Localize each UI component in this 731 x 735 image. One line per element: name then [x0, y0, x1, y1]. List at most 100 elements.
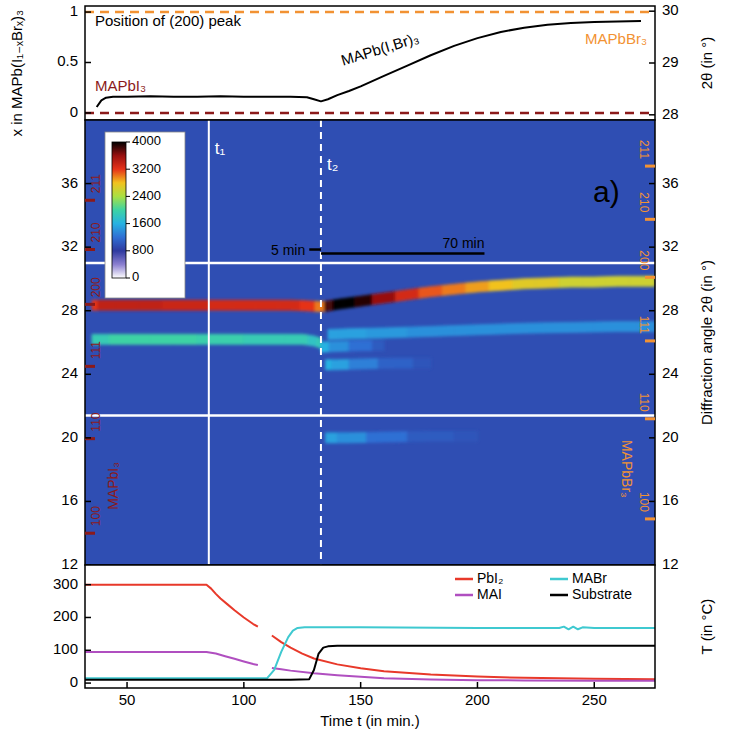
legend-label: Substrate [572, 586, 632, 602]
band-cell [454, 324, 501, 336]
reflection-label: 210 [89, 222, 103, 242]
band-cell [454, 431, 477, 441]
heatmap-area [85, 120, 655, 565]
duration-bar [321, 252, 485, 255]
band-cell [328, 329, 339, 339]
tick-label: 16 [662, 491, 679, 508]
colorbar-label: 0 [132, 269, 139, 284]
band-cell [367, 432, 408, 443]
tick [649, 246, 655, 248]
band-cell [232, 300, 255, 310]
reference-line [85, 112, 655, 115]
tick-label: 100 [53, 640, 78, 657]
band-cell [349, 359, 378, 370]
colorbar-box [105, 132, 185, 298]
reflection-label: 110 [89, 412, 103, 431]
reflection-label: 110 [637, 393, 651, 412]
tick-label: 32 [662, 237, 679, 254]
band-cell [326, 360, 332, 370]
tick [85, 501, 91, 503]
legend-swatch [550, 594, 568, 597]
tick [649, 501, 655, 503]
tick-label: 32 [61, 237, 78, 254]
plot-marks [85, 12, 655, 113]
band-cell [367, 327, 408, 338]
band-cell [442, 283, 465, 295]
band-cell [315, 301, 324, 311]
data-line [85, 627, 655, 679]
tick [649, 374, 655, 376]
reference-label: MAPbBr₃ [585, 30, 647, 47]
band-cell [139, 300, 162, 310]
band-cell [466, 281, 489, 293]
band-cell [331, 359, 349, 369]
annotation: 5 min [271, 242, 305, 258]
reflection-tick [645, 218, 655, 221]
tick-label: 0.5 [57, 52, 78, 69]
reflection-label: 200 [637, 250, 651, 270]
tick-label: 16 [61, 491, 78, 508]
reflection-label: 211 [89, 174, 103, 193]
legend-swatch [455, 578, 473, 581]
tick [85, 310, 91, 312]
plot-background [85, 6, 655, 120]
tick-label: 28 [662, 301, 679, 318]
band-cell [329, 341, 349, 352]
band-cell [162, 300, 185, 310]
tick-label: 36 [61, 174, 78, 191]
tick-label: 28 [61, 301, 78, 318]
colorbar-label: 4000 [132, 133, 161, 148]
tick [126, 682, 128, 688]
reflection-tick [85, 199, 95, 202]
band-cell [489, 279, 512, 291]
band-cell [321, 342, 329, 352]
reflection-label: 111 [89, 341, 103, 360]
band-cell [355, 295, 373, 307]
band-cell [324, 300, 332, 311]
band-cell [407, 431, 454, 441]
tick-label: 250 [582, 691, 607, 708]
band-cell [378, 358, 413, 368]
reflection-label: 210 [637, 192, 651, 212]
heatmap-background [85, 120, 655, 565]
curve-label: MAPb(I,Br)₃ [339, 29, 421, 69]
marker-label: t₁ [215, 139, 226, 158]
band-cell [337, 432, 366, 442]
reflection-tick [85, 437, 95, 440]
tick-label: 29 [662, 53, 679, 70]
tick [85, 246, 91, 248]
reflection-tick [85, 303, 95, 306]
tick [85, 112, 91, 114]
tick [85, 11, 91, 13]
band-cell [197, 334, 244, 344]
legend-swatch [550, 578, 568, 581]
legend-swatch [455, 594, 473, 597]
band-cell [372, 341, 384, 351]
tick [649, 183, 655, 185]
colorbar-label: 3200 [132, 161, 161, 176]
reflection-label: 100 [637, 492, 651, 512]
time-marker [208, 120, 210, 565]
reflection-tick [645, 517, 655, 520]
time-marker [320, 120, 322, 565]
band-cell [419, 285, 442, 298]
axis-title: 2θ (in °) [698, 37, 715, 90]
colorbar [112, 142, 126, 278]
colorbar-label: 2400 [132, 188, 161, 203]
reflection-tick [645, 417, 655, 420]
tick [85, 617, 91, 619]
reflection-label: 200 [89, 277, 103, 297]
axis-title: Diffraction angle 2θ (in °) [698, 260, 715, 425]
tick-label: 12 [662, 555, 679, 572]
band-cell [349, 341, 372, 351]
reflection-label: 100 [89, 506, 103, 526]
band-cell [185, 300, 208, 310]
marker-label: t₂ [327, 155, 338, 174]
band-cell [333, 299, 344, 311]
band-cell [559, 277, 582, 287]
band-cell [150, 334, 197, 344]
colorbar-tick [126, 196, 130, 197]
legend: PbI₂MAIMABrSubstrate [455, 570, 632, 602]
band-cell [244, 334, 285, 344]
tick [85, 437, 91, 439]
